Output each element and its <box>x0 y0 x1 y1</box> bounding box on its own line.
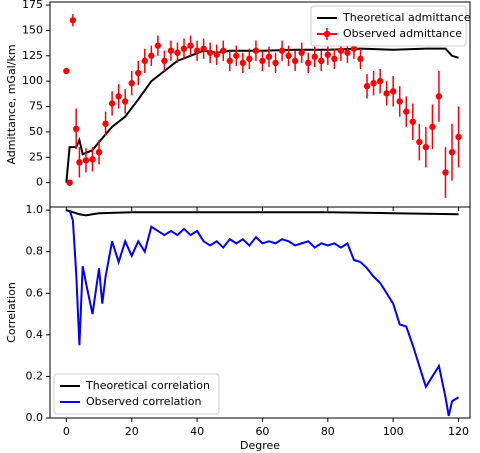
x-tick-label: 40 <box>190 425 204 438</box>
y-tick-label: 0.8 <box>26 245 44 258</box>
point <box>200 45 207 52</box>
point <box>82 157 90 164</box>
point <box>455 133 462 141</box>
point <box>66 179 73 186</box>
point <box>141 57 148 65</box>
point <box>154 42 162 49</box>
point <box>148 52 155 59</box>
y-tick-label: 150 <box>22 23 43 36</box>
point <box>108 100 116 107</box>
point <box>311 53 318 61</box>
x-tick-label: 100 <box>383 425 404 438</box>
point <box>206 49 214 56</box>
x-tick-label: 0 <box>63 425 70 438</box>
point <box>278 47 286 54</box>
point <box>324 51 332 58</box>
point <box>239 59 247 67</box>
legend-label: Theoretical correlation <box>85 379 210 392</box>
plot-frame <box>49 206 471 419</box>
y-tick-label: 75 <box>29 100 43 113</box>
point <box>135 69 142 77</box>
point <box>370 79 377 87</box>
point <box>161 57 168 65</box>
x-tick-label: 80 <box>321 425 335 438</box>
point <box>265 53 273 61</box>
point <box>174 49 181 56</box>
y-tick-label: 50 <box>29 125 43 138</box>
point <box>89 156 96 163</box>
point <box>318 57 325 65</box>
point <box>63 67 70 75</box>
y-tick-label: 0.6 <box>26 286 44 299</box>
point <box>429 123 436 131</box>
point <box>167 47 175 54</box>
y-tick-label: 1.0 <box>26 203 44 216</box>
point <box>193 47 201 54</box>
x-tick-label: 60 <box>255 425 269 438</box>
point <box>72 125 80 133</box>
point <box>331 55 338 63</box>
point <box>363 83 371 90</box>
y-tick-label: 0.2 <box>26 369 44 382</box>
x-tick-label: 20 <box>125 425 139 438</box>
point <box>69 17 77 24</box>
point <box>272 59 279 67</box>
y-tick-label: 0.0 <box>26 411 44 424</box>
point <box>102 120 109 127</box>
point <box>76 159 83 166</box>
point <box>357 55 364 63</box>
point <box>337 47 345 54</box>
point <box>435 93 443 100</box>
y-tick-label: 0.4 <box>26 328 44 341</box>
point <box>213 51 220 58</box>
point <box>409 118 417 125</box>
y-tick-label: 25 <box>29 150 43 163</box>
point <box>291 57 299 65</box>
point <box>383 90 390 97</box>
point <box>233 52 240 59</box>
y-tick-label: 100 <box>22 74 43 87</box>
point <box>448 148 456 156</box>
point <box>376 77 384 85</box>
legend-label: Observed correlation <box>86 395 201 408</box>
point <box>121 98 129 105</box>
point <box>298 49 305 56</box>
point <box>389 88 397 95</box>
x-tick-label: 120 <box>448 425 469 438</box>
legend-box <box>310 5 467 47</box>
point <box>350 45 358 52</box>
y-tick-label: 125 <box>22 49 43 62</box>
y-tick-label: 0 <box>36 176 43 189</box>
point <box>246 55 253 63</box>
point <box>305 59 312 67</box>
line <box>66 209 459 217</box>
point <box>95 148 103 156</box>
point <box>416 138 423 146</box>
point <box>252 47 260 54</box>
point <box>187 42 194 49</box>
point <box>285 52 292 59</box>
point <box>226 57 233 65</box>
y-tick-label: 175 <box>22 0 43 11</box>
point <box>115 93 122 100</box>
legend-label: Theoretical admittance <box>342 11 471 24</box>
point <box>220 47 227 54</box>
point <box>180 45 188 52</box>
line <box>68 209 460 417</box>
legend-box <box>53 373 220 415</box>
legend-label: Observed admittance <box>343 27 462 40</box>
point <box>396 98 403 105</box>
y-axis-label: Admittance, mGal/km <box>5 44 18 164</box>
point <box>259 57 266 65</box>
point <box>422 143 430 151</box>
x-axis-label: Degree <box>240 439 280 452</box>
point <box>344 49 351 56</box>
point <box>442 169 449 176</box>
point <box>128 79 135 87</box>
y-axis-label: Correlation <box>5 282 18 343</box>
point <box>403 108 410 115</box>
